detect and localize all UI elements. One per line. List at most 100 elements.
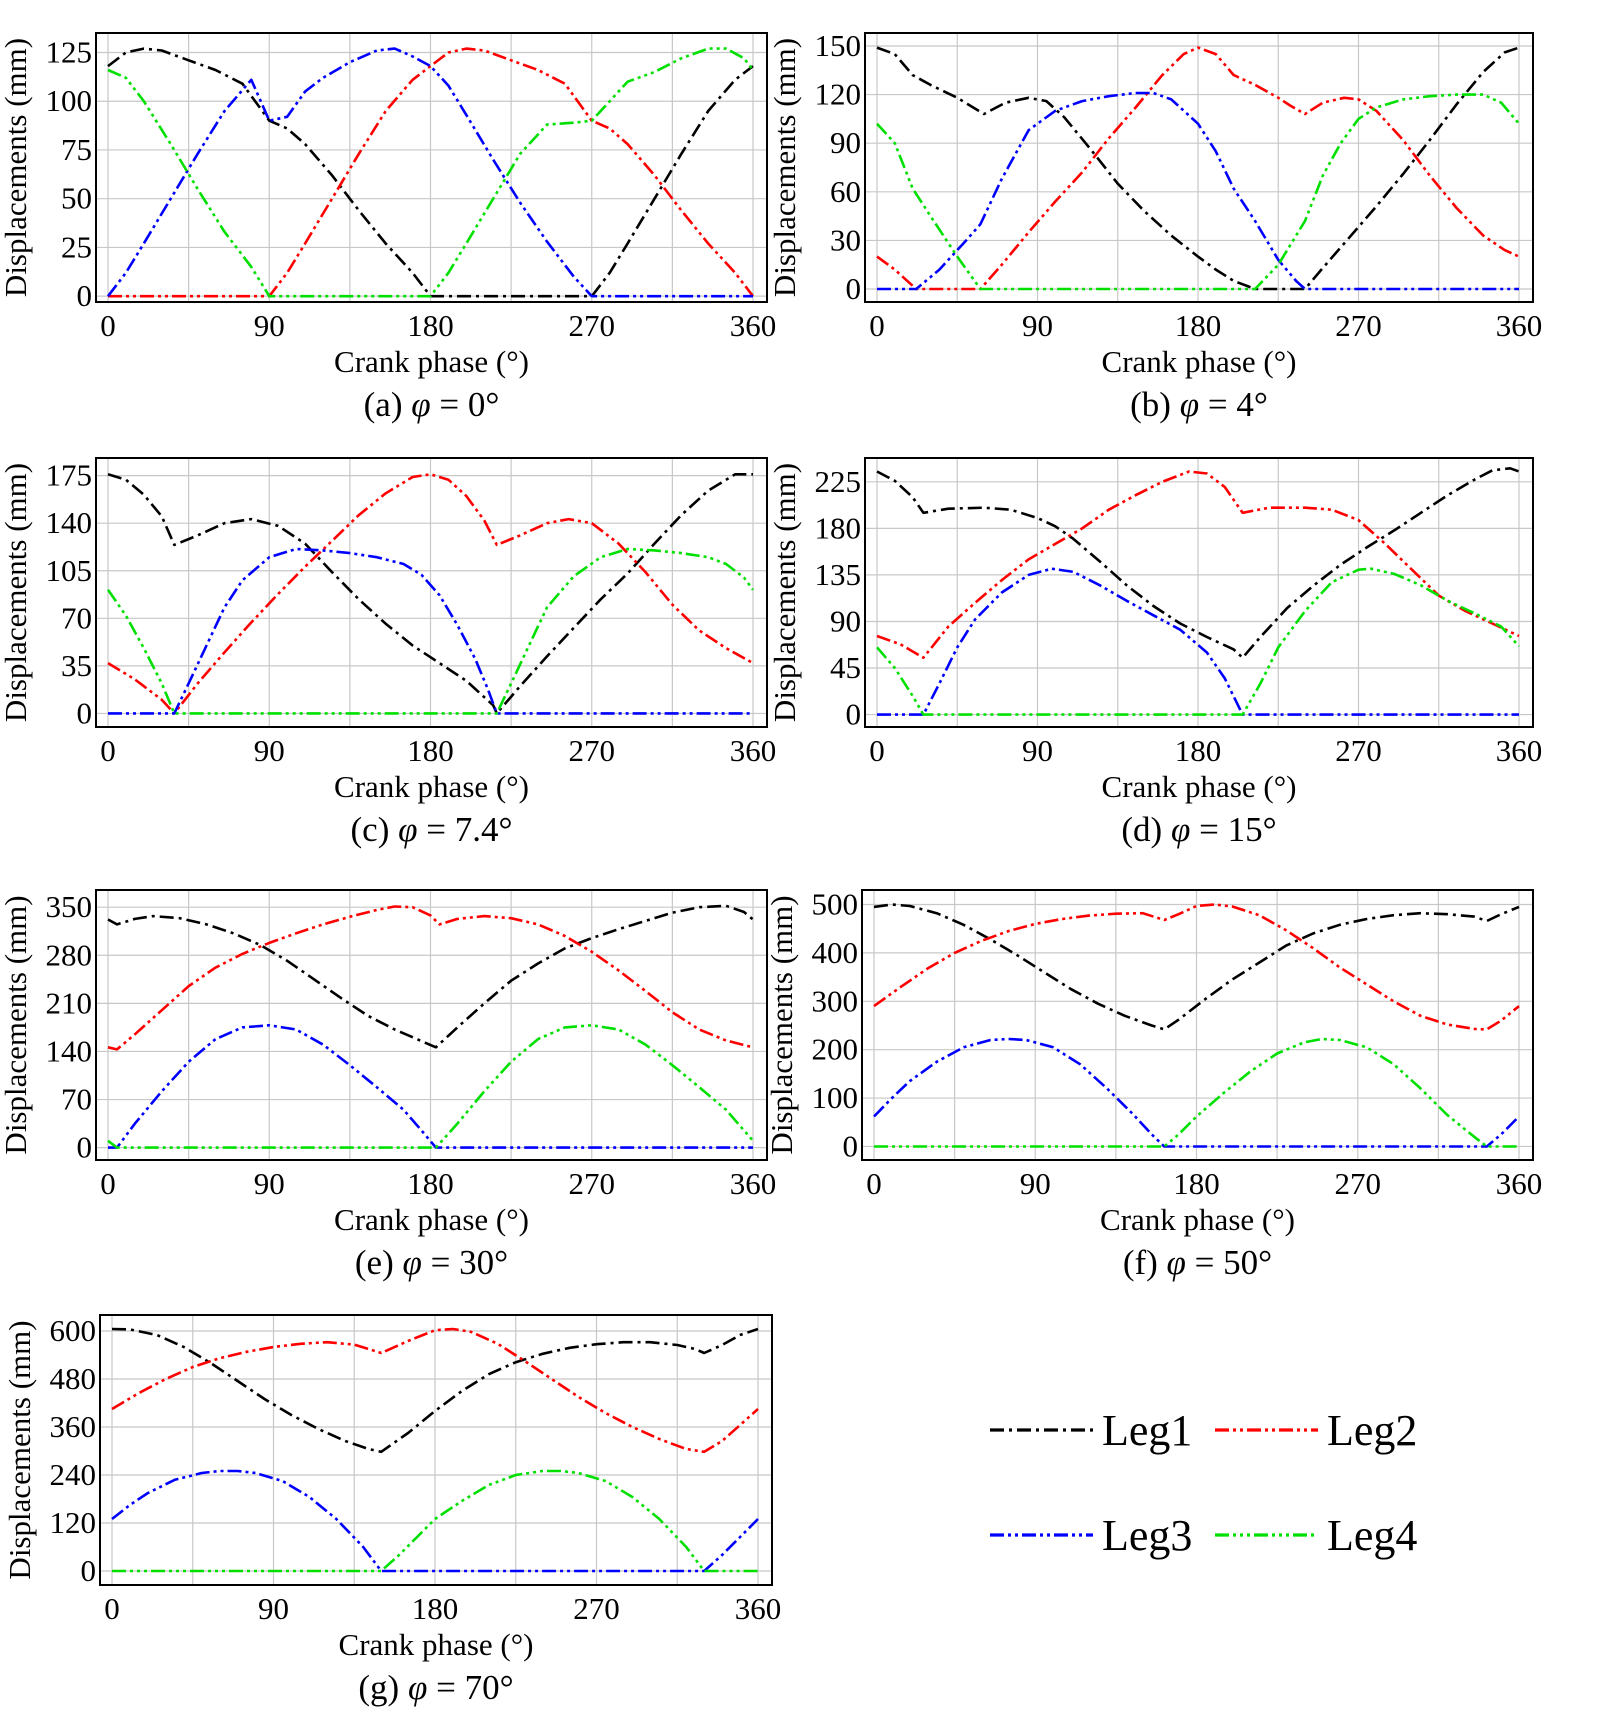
panel-caption: (g) φ = 70° — [358, 1668, 513, 1707]
y-tick-label: 600 — [50, 1313, 97, 1348]
series-line-leg4 — [107, 1024, 754, 1149]
x-tick-label: 360 — [730, 308, 777, 343]
x-tick-label: 180 — [1175, 308, 1222, 343]
x-tick-label: 180 — [412, 1591, 459, 1626]
y-tick-label: 140 — [46, 505, 93, 540]
legend-label: Leg2 — [1327, 1406, 1417, 1455]
y-tick-label: 360 — [50, 1409, 97, 1444]
y-tick-label: 70 — [61, 600, 92, 635]
series-line-leg1 — [107, 904, 754, 1049]
x-axis-label: Crank phase (°) — [1100, 1202, 1295, 1237]
x-tick-label: 270 — [1335, 1166, 1382, 1201]
y-tick-label: 105 — [46, 553, 93, 588]
panel-caption: (e) φ = 30° — [355, 1243, 508, 1282]
y-tick-label: 200 — [812, 1032, 859, 1067]
y-tick-label: 350 — [46, 889, 93, 924]
y-tick-label: 0 — [77, 1130, 93, 1165]
chart-panel-d: 0 45 90 135 180 225 0 90 180 270 360 Crank phase (°… — [767, 457, 1543, 849]
x-axis-label: Crank phase (°) — [1102, 769, 1297, 804]
caption-value: = 7.4° — [426, 810, 512, 849]
series-line-leg3 — [108, 1024, 753, 1149]
caption-value: = 15° — [1199, 810, 1277, 849]
x-tick-label: 90 — [1022, 733, 1053, 768]
y-tick-label: 180 — [815, 510, 862, 545]
x-tick-label: 90 — [1020, 1166, 1051, 1201]
x-tick-label: 270 — [569, 308, 616, 343]
series-line-leg2 — [111, 1327, 759, 1454]
plot-frame — [95, 32, 768, 303]
series-line-leg2 — [107, 905, 754, 1051]
series-line-leg1 — [873, 903, 1520, 1031]
y-tick-label: 90 — [830, 125, 861, 160]
x-tick-label: 180 — [407, 308, 454, 343]
caption-value: = 0° — [439, 385, 499, 424]
caption-value: = 70° — [436, 1668, 514, 1707]
x-tick-label: 180 — [407, 733, 454, 768]
x-axis-label: Crank phase (°) — [339, 1627, 534, 1662]
y-tick-label: 480 — [50, 1361, 97, 1396]
y-axis-label: Displacements (mm) — [2, 1320, 37, 1579]
legend-item-leg4: Leg4 — [1215, 1511, 1417, 1560]
legend-item-leg2: Leg2 — [1215, 1406, 1417, 1455]
x-axis-label: Crank phase (°) — [334, 1202, 529, 1237]
y-tick-label: 60 — [830, 174, 861, 209]
series-line-leg4 — [107, 47, 755, 298]
plot-frame — [99, 1314, 773, 1586]
series-line-leg4 — [106, 547, 755, 715]
y-tick-label: 100 — [46, 83, 93, 118]
caption-variable: φ — [1180, 385, 1199, 424]
series-line-leg3 — [877, 91, 1519, 291]
x-tick-label: 0 — [869, 733, 885, 768]
x-tick-label: 90 — [254, 1166, 285, 1201]
x-tick-label: 180 — [407, 1166, 454, 1201]
y-axis-label: Displacements (mm) — [767, 38, 802, 297]
plot-frame — [864, 32, 1534, 303]
caption-value: = 4° — [1208, 385, 1268, 424]
panel-caption: (a) φ = 0° — [364, 385, 500, 424]
caption-variable: φ — [1171, 810, 1190, 849]
y-tick-label: 125 — [46, 34, 93, 69]
panel-caption: (d) φ = 15° — [1121, 810, 1276, 849]
x-tick-label: 90 — [254, 308, 285, 343]
y-tick-label: 45 — [830, 650, 861, 685]
x-tick-label: 0 — [866, 1166, 882, 1201]
y-axis-label: Displacements (mm) — [767, 463, 802, 722]
y-tick-label: 0 — [846, 271, 862, 306]
series-line-leg4 — [112, 1469, 758, 1573]
y-tick-label: 100 — [812, 1080, 859, 1115]
y-tick-label: 175 — [46, 458, 93, 493]
series-line-leg3 — [873, 1037, 1520, 1148]
y-tick-label: 75 — [61, 132, 92, 167]
y-tick-label: 300 — [812, 983, 859, 1018]
chart-panel-c: 0 35 70 105 140 175 0 90 180 270 360 Crank phase (°… — [0, 457, 776, 849]
x-axis-label: Crank phase (°) — [334, 769, 529, 804]
plot-frame — [95, 457, 768, 728]
series-line-leg2 — [107, 473, 754, 715]
legend-item-leg3: Leg3 — [990, 1511, 1192, 1560]
series-line-leg4 — [876, 93, 1520, 291]
chart-panel-f: 0 100 200 300 400 500 0 90 180 270 360 Crank phase … — [764, 887, 1542, 1282]
y-axis-label: Displacements (mm) — [764, 895, 799, 1154]
x-tick-label: 360 — [1496, 308, 1543, 343]
y-tick-label: 50 — [61, 181, 92, 216]
chart-panel-g: 0 120 240 360 480 600 0 90 180 270 360 Crank phase … — [2, 1313, 781, 1707]
caption-label: (f) — [1123, 1243, 1158, 1282]
series-line-leg2 — [876, 470, 1520, 659]
x-tick-label: 360 — [735, 1591, 782, 1626]
y-tick-label: 0 — [846, 697, 862, 732]
x-tick-label: 270 — [1335, 308, 1382, 343]
x-tick-label: 0 — [100, 733, 116, 768]
y-tick-label: 35 — [61, 648, 92, 683]
y-tick-label: 30 — [830, 222, 861, 257]
x-axis-label: Crank phase (°) — [334, 344, 529, 379]
series-line-leg3 — [111, 1469, 759, 1573]
panel-caption: (f) φ = 50° — [1123, 1243, 1272, 1282]
caption-label: (b) — [1130, 385, 1171, 424]
series-line-leg3 — [877, 567, 1519, 716]
x-tick-label: 360 — [1496, 733, 1543, 768]
x-tick-label: 180 — [1173, 1166, 1220, 1201]
x-tick-label: 360 — [1496, 1166, 1543, 1201]
caption-label: (e) — [355, 1243, 394, 1282]
y-tick-label: 0 — [77, 278, 93, 313]
